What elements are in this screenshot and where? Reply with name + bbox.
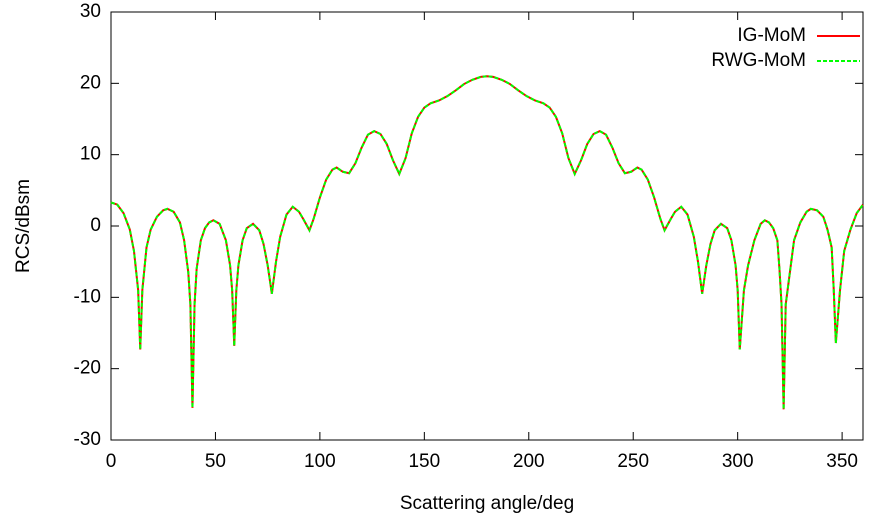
legend-label: RWG-MoM	[711, 50, 806, 71]
x-axis-label: Scattering angle/deg	[400, 493, 574, 514]
y-tick-label: 0	[90, 215, 101, 236]
y-tick-label: -10	[74, 286, 101, 307]
x-tick-label: 300	[722, 451, 754, 472]
y-axis-label: RCS/dBsm	[13, 179, 34, 273]
x-tick-label: 150	[408, 451, 440, 472]
series-line	[110, 75, 864, 410]
y-tick-label: 30	[80, 1, 101, 22]
y-tick-label: -20	[74, 358, 101, 379]
x-tick-label: 250	[617, 451, 649, 472]
x-tick-label: 0	[106, 451, 117, 472]
y-tick-label: -30	[74, 429, 101, 450]
x-tick-label: 100	[304, 451, 336, 472]
series-line	[110, 75, 864, 410]
x-tick-label: 50	[205, 451, 226, 472]
y-tick-label: 20	[80, 72, 101, 93]
legend-label: IG-MoM	[737, 25, 806, 46]
y-tick-label: 10	[80, 144, 101, 165]
x-tick-label: 200	[513, 451, 545, 472]
x-tick-label: 350	[826, 451, 858, 472]
